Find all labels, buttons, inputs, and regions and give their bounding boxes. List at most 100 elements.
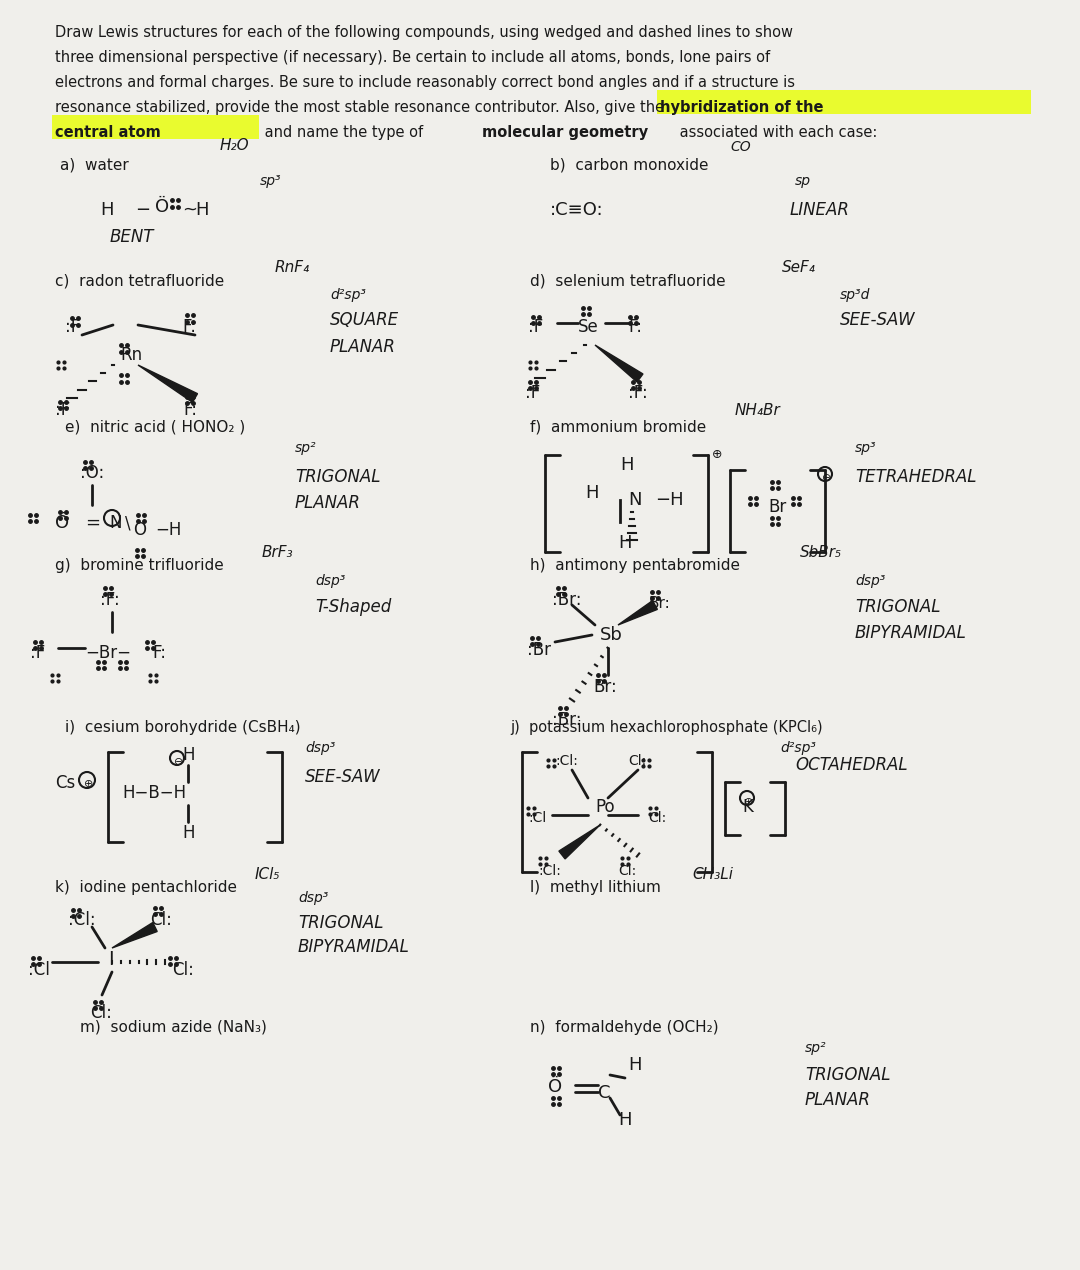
Text: TRIGONAL: TRIGONAL	[298, 914, 383, 932]
Text: :C≡O:: :C≡O:	[550, 201, 604, 218]
Text: H: H	[627, 1055, 642, 1074]
Text: −Br−: −Br−	[85, 644, 131, 662]
Text: Cl:: Cl:	[618, 864, 636, 878]
Text: H: H	[585, 484, 598, 502]
Text: :Br:: :Br:	[552, 711, 581, 729]
Text: PLANAR: PLANAR	[805, 1091, 870, 1109]
Text: :F: :F	[55, 401, 70, 419]
Text: three dimensional perspective (if necessary). Be certain to include all atoms, b: three dimensional perspective (if necess…	[55, 50, 770, 65]
Text: −H: −H	[654, 491, 684, 509]
Text: :F: :F	[528, 318, 543, 337]
Text: TRIGONAL: TRIGONAL	[805, 1066, 891, 1085]
Text: :F: :F	[525, 384, 540, 403]
Polygon shape	[112, 922, 158, 947]
Text: :Cl: :Cl	[28, 961, 50, 979]
Text: :Cl:: :Cl:	[538, 864, 561, 878]
Text: and name the type of: and name the type of	[260, 124, 428, 140]
Text: resonance stabilized, provide the most stable resonance contributor. Also, give : resonance stabilized, provide the most s…	[55, 100, 669, 116]
Text: sp³d: sp³d	[840, 288, 870, 302]
Text: :F: :F	[30, 644, 45, 662]
Text: d)  selenium tetrafluoride: d) selenium tetrafluoride	[530, 273, 726, 288]
Text: ⊖: ⊖	[822, 472, 832, 483]
Text: dsp³: dsp³	[855, 574, 886, 588]
Text: dsp³: dsp³	[315, 574, 346, 588]
Text: :F:: :F:	[627, 384, 648, 403]
Text: K: K	[742, 798, 753, 817]
Text: OCTAHEDRAL: OCTAHEDRAL	[795, 756, 907, 773]
Text: LINEAR: LINEAR	[789, 201, 850, 218]
Text: Br:: Br:	[648, 596, 670, 611]
Text: ⊖: ⊖	[174, 757, 184, 767]
Text: H: H	[618, 1111, 632, 1129]
Text: C: C	[598, 1085, 610, 1102]
Text: sp: sp	[795, 174, 811, 188]
Text: k)  iodine pentachloride: k) iodine pentachloride	[55, 880, 237, 895]
Text: sp³: sp³	[260, 174, 282, 188]
Text: b)  carbon monoxide: b) carbon monoxide	[550, 157, 708, 173]
Text: :Cl:: :Cl:	[68, 911, 96, 928]
Text: BENT: BENT	[110, 229, 154, 246]
Text: dsp³: dsp³	[305, 740, 336, 754]
Text: d²sp³: d²sp³	[330, 288, 366, 302]
Text: TETRAHEDRAL: TETRAHEDRAL	[855, 469, 976, 486]
Text: hybridization of the: hybridization of the	[660, 100, 824, 116]
Text: sp²: sp²	[805, 1041, 826, 1055]
Text: ~: ~	[183, 201, 197, 218]
Text: Cs: Cs	[55, 773, 76, 792]
Polygon shape	[138, 364, 198, 403]
Text: F:: F:	[183, 401, 197, 419]
Text: \: \	[125, 514, 131, 532]
Text: Cl:: Cl:	[648, 812, 666, 826]
Text: Cl:: Cl:	[172, 961, 194, 979]
Text: n)  formaldehyde (OCH₂): n) formaldehyde (OCH₂)	[530, 1020, 718, 1035]
Text: sp²: sp²	[295, 441, 316, 455]
Text: SeF₄: SeF₄	[782, 260, 815, 276]
Text: Rn: Rn	[120, 345, 143, 364]
Text: BrF₃: BrF₃	[262, 545, 294, 560]
Text: :Cl: :Cl	[528, 812, 546, 826]
Text: CH₃Li: CH₃Li	[692, 867, 733, 881]
Text: associated with each case:: associated with each case:	[675, 124, 877, 140]
Text: Cl:: Cl:	[627, 754, 646, 768]
Text: CO: CO	[730, 140, 751, 154]
Text: I: I	[108, 950, 113, 969]
Text: :Cl:: :Cl:	[555, 754, 578, 768]
FancyBboxPatch shape	[657, 90, 1031, 114]
Text: H: H	[100, 201, 113, 218]
Text: F:: F:	[627, 318, 642, 337]
Text: −H: −H	[156, 521, 181, 538]
Text: j)  potassium hexachlorophosphate (KPCl₆): j) potassium hexachlorophosphate (KPCl₆)	[510, 720, 823, 735]
Text: H₂O: H₂O	[220, 138, 249, 152]
Text: N: N	[109, 514, 122, 532]
Text: PLANAR: PLANAR	[330, 338, 396, 356]
Text: dsp³: dsp³	[298, 892, 328, 906]
Text: O: O	[133, 521, 146, 538]
Text: Draw Lewis structures for each of the following compounds, using wedged and dash: Draw Lewis structures for each of the fo…	[55, 25, 793, 39]
Text: Ö: Ö	[548, 1078, 562, 1096]
Text: :O:: :O:	[80, 464, 105, 483]
Text: molecular geometry: molecular geometry	[482, 124, 648, 140]
Text: SEE-SAW: SEE-SAW	[305, 768, 380, 786]
Text: electrons and formal charges. Be sure to include reasonably correct bond angles : electrons and formal charges. Be sure to…	[55, 75, 795, 90]
Text: H: H	[620, 456, 634, 474]
Text: NH₄Br: NH₄Br	[735, 403, 781, 418]
Text: sp³: sp³	[855, 441, 877, 455]
Text: ⊕: ⊕	[744, 798, 754, 806]
Text: H: H	[183, 745, 194, 765]
Text: TRIGONAL: TRIGONAL	[855, 598, 941, 616]
Polygon shape	[618, 601, 658, 625]
Text: BIPYRAMIDAL: BIPYRAMIDAL	[855, 624, 967, 643]
Text: Ö: Ö	[55, 514, 69, 532]
Text: h)  antimony pentabromide: h) antimony pentabromide	[530, 558, 740, 573]
Text: N: N	[627, 491, 642, 509]
Text: c)  radon tetrafluoride: c) radon tetrafluoride	[55, 273, 225, 288]
Text: T-Shaped: T-Shaped	[315, 598, 391, 616]
Text: H: H	[195, 201, 208, 218]
Text: SQUARE: SQUARE	[330, 311, 400, 329]
Text: f)  ammonium bromide: f) ammonium bromide	[530, 420, 706, 436]
FancyBboxPatch shape	[52, 116, 259, 138]
Text: RnF₄: RnF₄	[275, 260, 310, 276]
Text: Br: Br	[768, 498, 786, 516]
Text: a)  water: a) water	[60, 157, 129, 173]
Text: F:: F:	[152, 644, 166, 662]
